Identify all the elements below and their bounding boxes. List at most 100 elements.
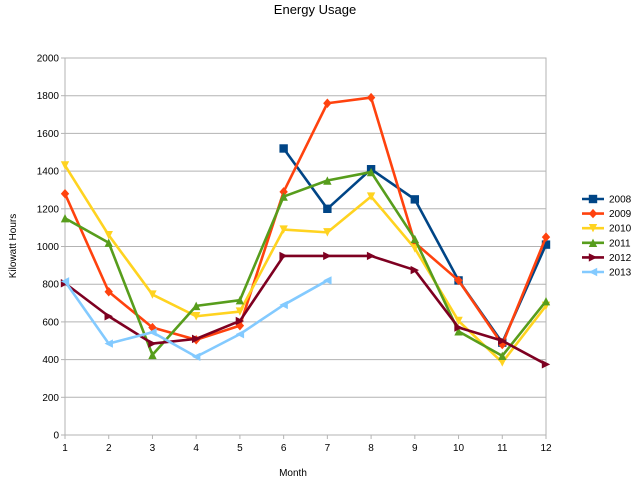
y-tick-label: 1800 xyxy=(37,91,60,102)
data-point-2009 xyxy=(104,287,113,297)
legend-label: 2011 xyxy=(609,238,631,249)
y-tick-label: 1200 xyxy=(37,204,60,215)
legend-marker xyxy=(588,267,598,277)
legend-label: 2010 xyxy=(609,224,632,235)
x-tick-label: 8 xyxy=(368,443,374,454)
data-point-2010 xyxy=(191,312,201,321)
data-point-2012 xyxy=(191,334,201,344)
data-point-2010 xyxy=(454,316,463,326)
data-point-2011 xyxy=(235,296,245,305)
data-point-2010 xyxy=(60,161,70,170)
data-point-2011 xyxy=(366,167,376,177)
x-tick-label: 10 xyxy=(453,443,465,454)
legend-item-2009: 2009 xyxy=(582,208,632,220)
data-point-2009 xyxy=(454,275,463,286)
legend-item-2008: 2008 xyxy=(582,195,632,206)
data-point-2013 xyxy=(60,277,70,286)
legend-marker xyxy=(588,194,598,204)
data-point-2009 xyxy=(279,187,288,197)
data-point-2010 xyxy=(498,358,507,367)
y-tick-label: 600 xyxy=(42,317,59,328)
y-tick-label: 1400 xyxy=(37,167,60,178)
data-point-2012 xyxy=(323,251,332,261)
series-line-2010 xyxy=(63,164,548,364)
series-2012 xyxy=(60,251,551,369)
legend-marker xyxy=(588,208,598,219)
data-point-2011 xyxy=(498,351,507,361)
legend-item-2012: 2012 xyxy=(582,253,632,264)
legend-item-2011: 2011 xyxy=(582,238,631,249)
legend-marker xyxy=(588,224,598,233)
y-tick-label: 400 xyxy=(42,355,59,366)
x-axis-ticks: 1 2 3 4 5 6 7 8 9 10 11 12 xyxy=(62,435,552,454)
x-tick-label: 1 xyxy=(62,443,68,454)
data-point-2012 xyxy=(410,265,420,275)
series-2011 xyxy=(60,167,551,361)
data-point-2009 xyxy=(366,92,376,103)
data-point-2012 xyxy=(235,316,245,326)
data-point-2012 xyxy=(104,312,113,321)
data-point-2013 xyxy=(104,339,113,348)
data-point-2013 xyxy=(191,352,201,361)
y-tick-label: 200 xyxy=(42,393,59,404)
data-point-2008 xyxy=(410,195,420,204)
series-line-2011 xyxy=(64,170,548,358)
data-point-2013 xyxy=(148,328,157,337)
series-line-2012 xyxy=(64,254,547,366)
series-2013 xyxy=(60,276,332,361)
x-axis-title: Month xyxy=(279,468,307,479)
x-tick-label: 5 xyxy=(237,443,243,454)
data-point-2010 xyxy=(323,228,332,237)
x-tick-label: 12 xyxy=(540,443,552,454)
y-tick-label: 0 xyxy=(53,431,59,442)
y-axis-title: Kilowatt Hours xyxy=(8,214,19,278)
data-point-2013 xyxy=(279,300,288,310)
legend-marker xyxy=(588,253,598,262)
y-tick-label: 1000 xyxy=(37,242,60,253)
legend-label: 2009 xyxy=(609,209,632,220)
data-point-2011 xyxy=(541,296,551,306)
data-point-2012 xyxy=(454,323,463,332)
data-point-2010 xyxy=(235,307,245,316)
data-point-2009 xyxy=(541,232,551,242)
data-point-2009 xyxy=(323,98,332,108)
legend: 2008 2009 2010 2011 2012 2013 xyxy=(582,195,632,279)
data-point-2012 xyxy=(541,360,551,369)
series-layer xyxy=(60,92,551,369)
data-point-2013 xyxy=(323,276,332,285)
data-point-2011 xyxy=(410,234,420,244)
y-tick-label: 2000 xyxy=(37,54,60,65)
y-axis-ticks: 0 200 400 600 800 1000 1200 1400 1600 1800 2000 xyxy=(37,54,65,442)
data-point-2012 xyxy=(498,336,507,345)
data-point-2008 xyxy=(279,144,288,153)
x-tick-label: 7 xyxy=(325,443,331,454)
data-point-2010 xyxy=(279,225,288,234)
data-point-2008 xyxy=(541,240,551,249)
data-point-2011 xyxy=(60,214,70,223)
x-tick-label: 2 xyxy=(106,443,112,454)
data-point-2012 xyxy=(279,251,288,261)
y-tick-label: 1600 xyxy=(37,129,60,140)
legend-item-2010: 2010 xyxy=(582,224,632,235)
data-point-2010 xyxy=(366,192,376,201)
legend-label: 2008 xyxy=(609,195,632,206)
legend-marker xyxy=(588,238,598,247)
legend-label: 2013 xyxy=(609,268,632,279)
x-tick-label: 3 xyxy=(150,443,156,454)
data-point-2011 xyxy=(454,327,463,336)
y-tick-label: 800 xyxy=(42,280,59,291)
data-point-2011 xyxy=(279,192,288,201)
data-point-2012 xyxy=(148,339,157,348)
legend-item-2013: 2013 xyxy=(582,268,632,279)
x-tick-label: 6 xyxy=(281,443,287,454)
data-point-2008 xyxy=(323,204,332,213)
data-point-2011 xyxy=(148,350,157,360)
data-point-2011 xyxy=(191,301,201,311)
x-tick-label: 11 xyxy=(497,443,508,454)
data-point-2013 xyxy=(235,329,245,339)
data-point-2010 xyxy=(104,230,113,240)
series-line-2009 xyxy=(63,96,548,346)
x-tick-label: 4 xyxy=(193,443,199,454)
data-point-2010 xyxy=(148,290,157,299)
